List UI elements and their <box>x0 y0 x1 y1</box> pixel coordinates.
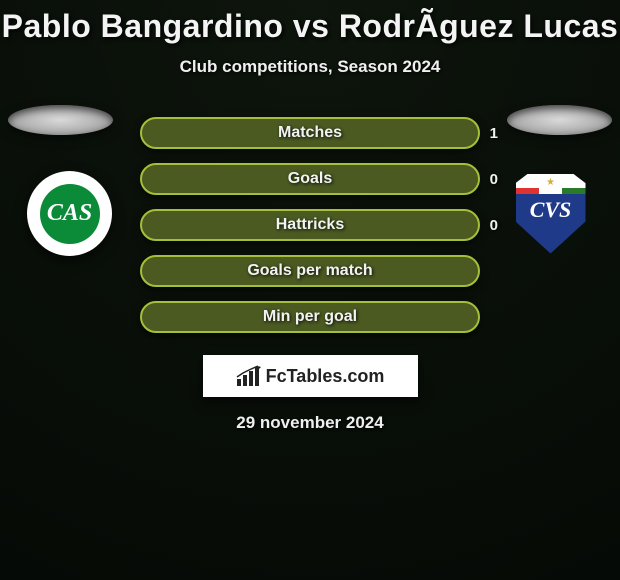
stat-value-right: 1 <box>490 125 498 142</box>
date-text: 29 november 2024 <box>0 413 620 433</box>
club-crest-right: ★ CVS <box>508 171 593 256</box>
subtitle: Club competitions, Season 2024 <box>0 57 620 77</box>
stat-label: Matches <box>278 124 342 142</box>
club-crest-right-text: CVS <box>516 200 586 220</box>
chart-icon <box>236 365 262 387</box>
stat-value-right: 0 <box>490 217 498 234</box>
club-crest-left-text: CAS <box>40 184 100 244</box>
stat-label: Goals <box>288 170 332 188</box>
page-title: Pablo Bangardino vs RodrÃ­guez Lucas <box>0 8 620 45</box>
stat-value-right: 0 <box>490 171 498 188</box>
stat-row-goals: Goals 0 <box>140 163 480 195</box>
stat-row-goals-per-match: Goals per match <box>140 255 480 287</box>
stat-row-matches: Matches 1 <box>140 117 480 149</box>
player-silhouette-left <box>8 105 113 135</box>
stat-label: Min per goal <box>263 308 357 326</box>
stat-row-hattricks: Hattricks 0 <box>140 209 480 241</box>
stat-label: Goals per match <box>247 262 372 280</box>
brand-text: FcTables.com <box>266 366 385 387</box>
stat-rows: Matches 1 Goals 0 Hattricks 0 Goals per … <box>140 117 480 333</box>
stat-row-min-per-goal: Min per goal <box>140 301 480 333</box>
stat-label: Hattricks <box>276 216 344 234</box>
shield-star-icon: ★ <box>546 177 555 188</box>
club-crest-left: CAS <box>27 171 112 256</box>
brand-badge: FcTables.com <box>203 355 418 397</box>
player-silhouette-right <box>507 105 612 135</box>
